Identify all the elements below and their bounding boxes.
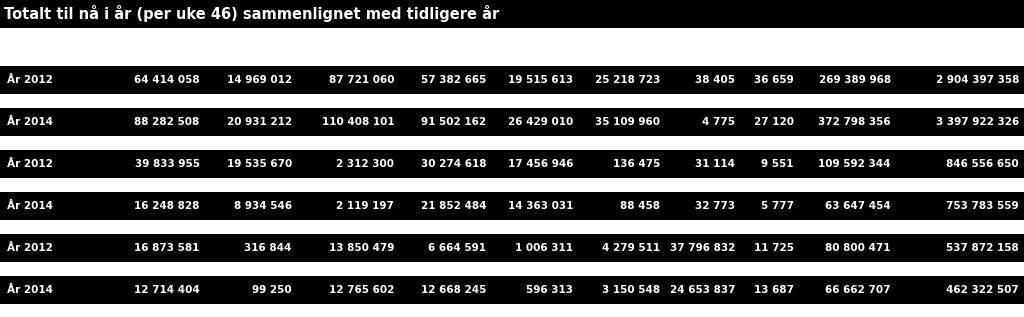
Text: 91 502 162: 91 502 162 xyxy=(421,117,486,127)
Bar xyxy=(0,150,1024,178)
Text: År 2012: År 2012 xyxy=(7,75,53,85)
Text: År 2014: År 2014 xyxy=(7,285,53,295)
Text: 14 969 012: 14 969 012 xyxy=(226,75,292,85)
Text: 88 282 508: 88 282 508 xyxy=(134,117,200,127)
Bar xyxy=(0,234,1024,262)
Bar xyxy=(0,108,1024,136)
Text: 13 687: 13 687 xyxy=(754,285,794,295)
Bar xyxy=(0,66,1024,94)
Text: År 2014: År 2014 xyxy=(7,117,53,127)
Text: 2 119 197: 2 119 197 xyxy=(336,201,394,211)
Text: 17 456 946: 17 456 946 xyxy=(508,159,573,169)
Text: 8 934 546: 8 934 546 xyxy=(233,201,292,211)
Text: 12 668 245: 12 668 245 xyxy=(421,285,486,295)
Text: Totalt til nå i år (per uke 46) sammenlignet med tidligere år: Totalt til nå i år (per uke 46) sammenli… xyxy=(4,5,500,23)
Text: 13 850 479: 13 850 479 xyxy=(329,243,394,253)
Text: År 2014: År 2014 xyxy=(7,201,53,211)
Text: 9 551: 9 551 xyxy=(761,159,794,169)
Text: År 2012: År 2012 xyxy=(7,243,53,253)
Text: 12 765 602: 12 765 602 xyxy=(329,285,394,295)
Text: 16 873 581: 16 873 581 xyxy=(134,243,200,253)
Text: 2 312 300: 2 312 300 xyxy=(336,159,394,169)
Text: 25 218 723: 25 218 723 xyxy=(595,75,660,85)
Text: 63 647 454: 63 647 454 xyxy=(825,201,891,211)
Text: 66 662 707: 66 662 707 xyxy=(825,285,891,295)
Text: År 2012: År 2012 xyxy=(7,159,53,169)
Text: 99 250: 99 250 xyxy=(252,285,292,295)
Text: 109 592 344: 109 592 344 xyxy=(818,159,891,169)
Text: 64 414 058: 64 414 058 xyxy=(134,75,200,85)
Text: 5 777: 5 777 xyxy=(761,201,794,211)
Text: 37 796 832: 37 796 832 xyxy=(670,243,735,253)
Text: 87 721 060: 87 721 060 xyxy=(329,75,394,85)
Text: 316 844: 316 844 xyxy=(245,243,292,253)
Text: 14 363 031: 14 363 031 xyxy=(508,201,573,211)
Text: 32 773: 32 773 xyxy=(695,201,735,211)
Text: 846 556 650: 846 556 650 xyxy=(946,159,1019,169)
Text: 2 904 397 358: 2 904 397 358 xyxy=(936,75,1019,85)
Text: 596 313: 596 313 xyxy=(526,285,573,295)
Text: 462 322 507: 462 322 507 xyxy=(946,285,1019,295)
Text: 269 389 968: 269 389 968 xyxy=(819,75,891,85)
Text: 36 659: 36 659 xyxy=(754,75,794,85)
Text: 110 408 101: 110 408 101 xyxy=(322,117,394,127)
Text: 4 775: 4 775 xyxy=(702,117,735,127)
Text: 19 515 613: 19 515 613 xyxy=(508,75,573,85)
Text: 21 852 484: 21 852 484 xyxy=(421,201,486,211)
Text: 31 114: 31 114 xyxy=(695,159,735,169)
Text: 39 833 955: 39 833 955 xyxy=(135,159,200,169)
Text: 136 475: 136 475 xyxy=(613,159,660,169)
Text: 3 397 922 326: 3 397 922 326 xyxy=(936,117,1019,127)
Text: 753 783 559: 753 783 559 xyxy=(946,201,1019,211)
Text: 4 279 511: 4 279 511 xyxy=(602,243,660,253)
Text: 88 458: 88 458 xyxy=(621,201,660,211)
Text: 11 725: 11 725 xyxy=(754,243,794,253)
Text: 57 382 665: 57 382 665 xyxy=(421,75,486,85)
Text: 1 006 311: 1 006 311 xyxy=(515,243,573,253)
Text: 12 714 404: 12 714 404 xyxy=(134,285,200,295)
Text: 38 405: 38 405 xyxy=(695,75,735,85)
Text: 372 798 356: 372 798 356 xyxy=(818,117,891,127)
Text: 6 664 591: 6 664 591 xyxy=(428,243,486,253)
Bar xyxy=(0,0,1024,28)
Text: 3 150 548: 3 150 548 xyxy=(602,285,660,295)
Text: 80 800 471: 80 800 471 xyxy=(825,243,891,253)
Text: 30 274 618: 30 274 618 xyxy=(421,159,486,169)
Text: 35 109 960: 35 109 960 xyxy=(596,117,660,127)
Text: 20 931 212: 20 931 212 xyxy=(226,117,292,127)
Text: 24 653 837: 24 653 837 xyxy=(670,285,735,295)
Text: 537 872 158: 537 872 158 xyxy=(946,243,1019,253)
Text: 16 248 828: 16 248 828 xyxy=(134,201,200,211)
Text: 27 120: 27 120 xyxy=(754,117,794,127)
Text: 26 429 010: 26 429 010 xyxy=(508,117,573,127)
Bar xyxy=(0,192,1024,220)
Text: 19 535 670: 19 535 670 xyxy=(226,159,292,169)
Bar xyxy=(0,276,1024,304)
